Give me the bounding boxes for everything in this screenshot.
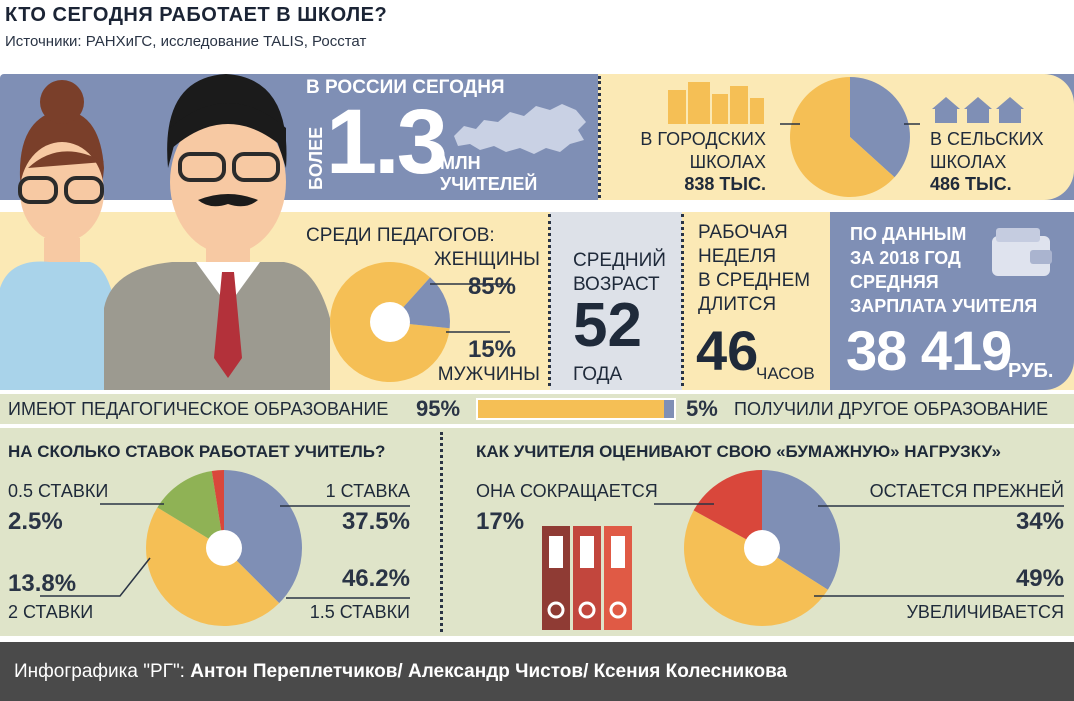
- binders-icon: [542, 526, 632, 630]
- city-label-line1: В ГОРОДСКИХ: [640, 129, 766, 149]
- rates-label-1.5: 1.5 СТАВКИ: [309, 602, 410, 622]
- age-unit: ГОДА: [573, 364, 623, 385]
- paper-value-same: 34%: [1015, 508, 1064, 535]
- pie-slice-increasing: [684, 510, 828, 626]
- pie-rates-hole: [206, 530, 242, 566]
- week-label-line1: РАБОЧАЯ: [698, 222, 788, 243]
- gender-pie-chart: [330, 262, 510, 382]
- pie-slice-1-rate: [224, 470, 303, 604]
- salary-label-line3: СРЕДНЯЯ: [850, 272, 939, 292]
- week-unit: ЧАСОВ: [756, 364, 815, 383]
- education-bar-pedagogical: [478, 400, 665, 418]
- rural-label-line1: В СЕЛЬСКИХ: [930, 129, 1044, 149]
- rates-label-2: 2 СТАВКИ: [8, 602, 94, 622]
- rates-label-0.5: 0.5 СТАВКИ: [8, 481, 109, 501]
- salary-label-line1: ПО ДАННЫМ: [850, 224, 967, 244]
- man-tie-icon: [214, 272, 242, 378]
- education-left-value: 95%: [416, 396, 461, 421]
- women-value: 85%: [467, 273, 516, 300]
- city-value: 838 ТЫС.: [684, 174, 766, 194]
- age-panel: [550, 212, 682, 390]
- pie-slice-city: [790, 77, 895, 197]
- salary-value: 38 419: [846, 319, 1012, 382]
- page-title: КТО СЕГОДНЯ РАБОТАЕТ В ШКОЛЕ?: [5, 4, 388, 26]
- gender-heading: СРЕДИ ПЕДАГОГОВ:: [306, 225, 495, 246]
- woman-shirt-icon: [0, 261, 124, 390]
- paper-label-increasing: УВЕЛИЧИВАЕТСЯ: [906, 602, 1064, 622]
- city-buildings-icon: [668, 82, 764, 124]
- divider-bottom: [440, 432, 443, 632]
- education-bar-track: [476, 398, 676, 420]
- credit-bar: Инфографика "РГ": Антон Переплетчиков/ А…: [0, 642, 1074, 701]
- rates-value-1.5: 46.2%: [341, 565, 410, 592]
- education-bar-other: [664, 400, 674, 418]
- paper-label-same: ОСТАЕТСЯ ПРЕЖНЕЙ: [869, 481, 1064, 501]
- week-label-line3: В СРЕДНЕМ: [698, 270, 811, 291]
- week-label-line4: ДЛИТСЯ: [698, 294, 777, 315]
- rates-heading: НА СКОЛЬКО СТАВОК РАБОТАЕТ УЧИТЕЛЬ?: [8, 442, 386, 461]
- divider-week: [681, 214, 684, 386]
- city-label-line2: ШКОЛАХ: [689, 152, 766, 172]
- paper-value-decreasing: 17%: [476, 508, 525, 535]
- week-value: 46: [696, 319, 759, 382]
- salary-label-line4: ЗАРПЛАТА УЧИТЕЛЯ: [850, 296, 1038, 316]
- pie-slice-0.5-rate: [211, 470, 224, 548]
- credit-authors: Антон Переплетчиков/ Александр Чистов/ К…: [190, 661, 788, 682]
- paper-pie-chart: [654, 470, 1064, 626]
- paper-heading: КАК УЧИТЕЛЯ ОЦЕНИВАЮТ СВОЮ «БУМАЖНУЮ» НА…: [476, 442, 1001, 461]
- pie-slice-same: [762, 470, 840, 590]
- age-label-line2: ВОЗРАСТ: [573, 274, 660, 295]
- rates-label-1: 1 СТАВКА: [325, 481, 410, 501]
- sources-caption: Источники: РАНХиГС, исследование TALIS, …: [5, 33, 367, 50]
- pie-paper-hole: [744, 530, 780, 566]
- rates-value-0.5: 2.5%: [8, 508, 63, 535]
- man-face-icon: [170, 110, 286, 254]
- rates-leader-2: [40, 557, 151, 597]
- russia-unit-line1: МЛН: [440, 153, 481, 173]
- women-label: ЖЕНЩИНЫ: [434, 249, 540, 270]
- woman-face-icon: [20, 142, 104, 242]
- men-label: МУЖЧИНЫ: [437, 364, 540, 385]
- education-right-value: 5%: [686, 396, 718, 421]
- paper-value-increasing: 49%: [1015, 565, 1064, 592]
- rates-value-1: 37.5%: [341, 508, 410, 535]
- divider-top: [598, 76, 601, 198]
- pie-slice-decreasing: [693, 470, 762, 548]
- age-value: 52: [573, 291, 642, 360]
- mustache-icon: [198, 194, 258, 207]
- age-label-line1: СРЕДНИЙ: [573, 250, 666, 271]
- education-left-text: ИМЕЮТ ПЕДАГОГИЧЕСКОЕ ОБРАЗОВАНИЕ: [8, 399, 389, 419]
- wallet-icon: [992, 228, 1052, 276]
- rural-houses-icon: [932, 97, 1024, 123]
- week-panel: [682, 212, 830, 390]
- pie-slice-1.5-rate: [146, 507, 280, 626]
- russia-map-icon: [454, 104, 586, 154]
- teachers-count: 1.3: [326, 91, 448, 193]
- rates-value-2: 13.8%: [8, 570, 77, 597]
- rural-label-line2: ШКОЛАХ: [930, 152, 1007, 172]
- russia-unit-line2: УЧИТЕЛЕЙ: [440, 174, 538, 194]
- rural-value: 486 ТЫС.: [930, 174, 1012, 194]
- schools-pie-chart: [780, 77, 920, 197]
- pie-gender-hole: [370, 302, 410, 342]
- teachers-illustration: [0, 74, 330, 390]
- pie-slice-rural: [850, 77, 910, 178]
- salary-unit: РУБ.: [1008, 360, 1054, 382]
- divider-age: [548, 214, 551, 386]
- credit-prefix: Инфографика "РГ":: [14, 661, 191, 682]
- rates-pie-chart: [40, 470, 410, 626]
- men-value: 15%: [467, 336, 516, 363]
- russia-heading: В РОССИИ СЕГОДНЯ: [306, 77, 505, 98]
- paper-label-decreasing: ОНА СОКРАЩАЕТСЯ: [476, 481, 658, 501]
- pie-slice-2-rates: [157, 470, 224, 548]
- salary-label-line2: ЗА 2018 ГОД: [850, 248, 961, 268]
- week-label-line2: НЕДЕЛЯ: [698, 246, 777, 267]
- education-right-text: ПОЛУЧИЛИ ДРУГОЕ ОБРАЗОВАНИЕ: [734, 399, 1049, 419]
